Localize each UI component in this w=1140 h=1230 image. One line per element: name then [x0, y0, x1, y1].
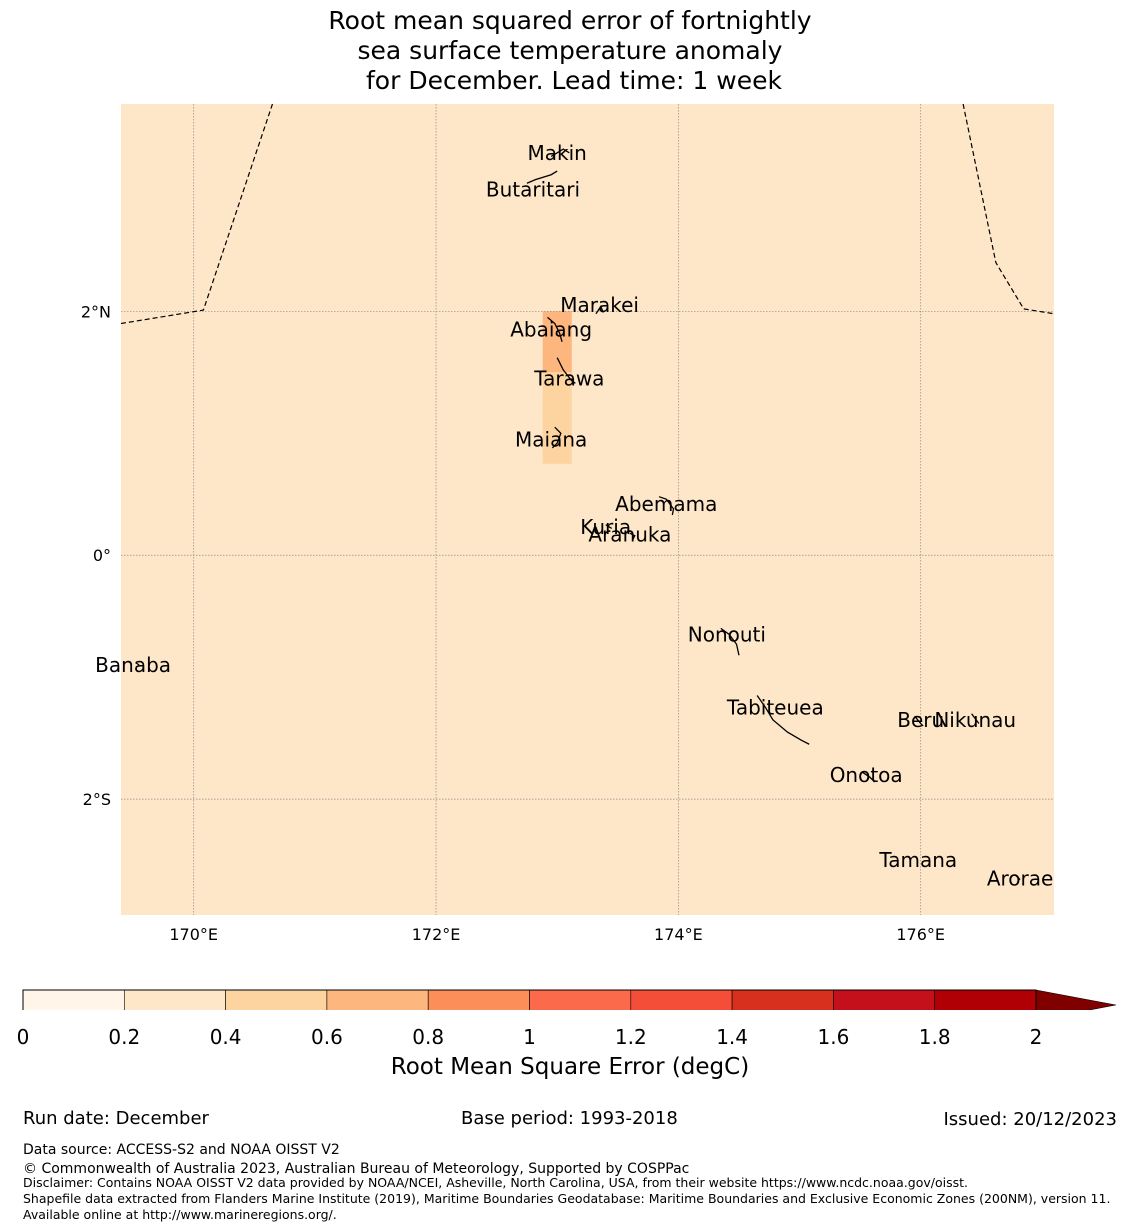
lat-tick-label: 0° — [93, 546, 111, 565]
island-label-abemama: Abemama — [615, 492, 717, 516]
colorbar-bin-5 — [529, 989, 632, 1010]
island-coastline — [526, 170, 558, 184]
run-date: Run date: December — [23, 1108, 209, 1129]
colorbar-bin-9 — [934, 989, 1037, 1010]
colorbar-bin-8 — [833, 989, 936, 1010]
colorbar-bin-1 — [124, 989, 226, 1010]
island-label-makin: Makin — [528, 141, 587, 165]
island-coastline — [658, 496, 675, 516]
lat-tick-label: 2°S — [83, 790, 111, 809]
island-coastline — [550, 148, 570, 157]
island-coastline — [595, 305, 604, 315]
colorbar-tick-label: 1.4 — [716, 1025, 748, 1049]
island-label-nikunau: Nikunau — [934, 708, 1016, 732]
colorbar-tick-label: 2 — [1029, 1025, 1043, 1049]
lon-tick-label: 176°E — [896, 925, 945, 944]
island-label-maiana: Maiana — [515, 427, 587, 451]
lon-tick-label: 170°E — [169, 925, 218, 944]
island-coastline — [556, 357, 576, 384]
island-label-beru: Beru — [897, 708, 944, 732]
base-period: Base period: 1993-2018 — [461, 1108, 678, 1129]
colorbar-tick-label: 0.6 — [310, 1025, 343, 1049]
lon-tick-label: 172°E — [412, 925, 461, 944]
island-label-onotoa: Onotoa — [830, 763, 903, 787]
island-label-kuria: Kuria — [580, 515, 631, 539]
colorbar-bin-3 — [326, 989, 429, 1010]
colorbar-tick-label: 0 — [16, 1025, 30, 1049]
island-label-abaiang: Abaiang — [510, 318, 592, 342]
colorbar-tick-label: 0.2 — [108, 1025, 141, 1049]
map-background — [121, 104, 1054, 915]
colorbar-tick-label: 0.8 — [412, 1025, 445, 1049]
rmse-cell-0 — [542, 311, 572, 373]
island-label-aranuka: Aranuka — [588, 523, 671, 547]
issued-date: Issued: 20/12/2023 — [943, 1109, 1117, 1130]
lat-tick-label: 2°N — [81, 302, 111, 321]
map-figure: 170°E 172°E 174°E 176°E 2°N 0° 2°S Makin Butarit… — [22, 103, 1117, 1010]
colorbar — [22, 989, 1117, 1010]
colorbar-bin-6 — [630, 989, 733, 1010]
island-label-tarawa: Tarawa — [533, 366, 604, 390]
island-coastline — [971, 713, 980, 724]
island-label-marakei: Marakei — [560, 293, 639, 317]
disclaimer: Disclaimer: Contains NOAA OISST V2 data … — [23, 1175, 968, 1190]
island-label-banaba: Banaba — [95, 653, 171, 677]
island-label-nonouti: Nonouti — [688, 623, 766, 647]
island-coastline — [629, 532, 636, 541]
colorbar-extend-arrow — [1035, 989, 1117, 1010]
island-coastline — [862, 771, 876, 783]
title-line-3: for December. Lead time: 1 week — [358, 66, 782, 95]
island-coastline — [756, 695, 810, 745]
island-coastline — [135, 662, 140, 666]
colorbar-tick-label: 1.2 — [614, 1025, 647, 1049]
eez-boundary-west — [120, 103, 274, 325]
colorbar-bin-4 — [427, 989, 530, 1010]
colorbar-bin-2 — [225, 989, 328, 1010]
island-coastline — [551, 426, 562, 449]
colorbar-tick-label: 1.6 — [817, 1025, 850, 1049]
colorbar-bin-7 — [731, 989, 834, 1010]
lon-tick-label: 174°E — [654, 925, 703, 944]
colorbar-tick-label: 1 — [523, 1025, 536, 1049]
title-line-2: sea surface temperature anomaly — [357, 36, 783, 65]
colorbar-outline — [22, 989, 1037, 1010]
colorbar-bin-0 — [22, 989, 125, 1010]
island-label-tamana: Tamana — [878, 848, 957, 872]
island-label-butaritari: Butaritari — [486, 177, 580, 201]
colorbar-tick-label: 0.4 — [209, 1025, 242, 1049]
island-coastline — [1014, 874, 1021, 881]
island-coastline — [547, 316, 563, 342]
data-source: Data source: ACCESS-S2 and NOAA OISST V2 — [23, 1142, 340, 1158]
rmse-cell-1 — [542, 372, 572, 464]
island-coastline — [605, 524, 613, 529]
island-coastline — [914, 715, 924, 727]
eez-boundary-east — [962, 103, 1055, 315]
copyright: © Commonwealth of Australia 2023, Austra… — [23, 1161, 690, 1177]
colorbar-label: Root Mean Square Error (degC) — [390, 1054, 750, 1080]
island-coastline — [720, 627, 740, 656]
shapefile-credit: Shapefile data extracted from Flanders M… — [23, 1191, 1111, 1222]
chart-title: Root mean squared error of fortnightly s… — [0, 6, 1140, 96]
island-label-arorae: Arorae — [987, 866, 1053, 890]
island-label-tabiteuea: Tabiteuea — [726, 696, 824, 720]
map-layer: 170°E 172°E 174°E 176°E 2°N 0° 2°S Makin Butarit… — [81, 103, 1055, 944]
title-line-1: Root mean squared error of fortnightly — [328, 6, 812, 35]
colorbar-tick-label: 1.8 — [918, 1025, 951, 1049]
